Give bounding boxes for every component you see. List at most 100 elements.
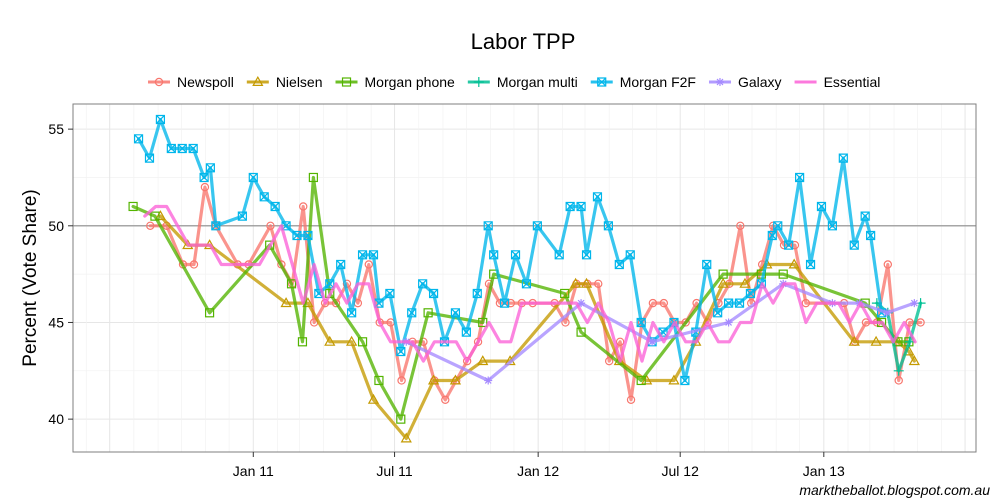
data-point-morgan-f2f bbox=[603, 221, 613, 231]
data-point-nielsen bbox=[569, 277, 582, 288]
data-point-morgan-phone bbox=[204, 308, 215, 318]
data-point-morgan-phone bbox=[576, 327, 586, 337]
data-point-newspoll bbox=[561, 318, 570, 327]
data-point-newspoll bbox=[681, 318, 690, 327]
chart-title: Labor TPP bbox=[471, 29, 576, 54]
data-point-morgan-f2f bbox=[866, 230, 876, 241]
legend-item-newspoll: Newspoll bbox=[148, 74, 234, 90]
data-point-morgan-f2f bbox=[357, 250, 368, 260]
legend-item-morgan-phone: Morgan phone bbox=[335, 74, 455, 90]
data-point-nielsen bbox=[346, 335, 358, 346]
data-point-newspoll bbox=[905, 318, 914, 327]
data-point-nielsen bbox=[280, 297, 292, 308]
data-point-morgan-f2f bbox=[532, 221, 542, 231]
legend-label-morgan-f2f: Morgan F2F bbox=[620, 74, 696, 90]
series-line-morgan-phone bbox=[131, 175, 911, 421]
data-point-morgan-f2f bbox=[483, 221, 493, 231]
data-point-morgan-f2f bbox=[270, 201, 280, 212]
data-point-morgan-f2f bbox=[155, 114, 166, 125]
data-point-morgan-f2f bbox=[581, 250, 592, 260]
plot-border bbox=[72, 103, 977, 453]
data-point-morgan-phone bbox=[150, 211, 160, 221]
x-tick-label: Jul 12 bbox=[662, 463, 700, 479]
data-point-morgan-f2f bbox=[554, 250, 564, 260]
grid bbox=[73, 104, 976, 452]
data-point-morgan-multi bbox=[904, 336, 915, 347]
data-point-morgan-f2f bbox=[177, 143, 187, 154]
data-point-morgan-f2f bbox=[205, 163, 215, 173]
data-point-morgan-f2f bbox=[849, 240, 859, 250]
data-point-galaxy bbox=[910, 299, 919, 308]
data-point-morgan-f2f bbox=[827, 221, 837, 231]
data-point-newspoll bbox=[883, 260, 893, 269]
data-point-morgan-f2f bbox=[499, 298, 510, 308]
data-point-morgan-f2f bbox=[767, 230, 777, 241]
data-point-morgan-f2f bbox=[418, 279, 428, 289]
data-point-morgan-f2f bbox=[259, 192, 269, 202]
data-point-newspoll bbox=[736, 221, 745, 230]
y-tick-label: 40 bbox=[48, 411, 64, 427]
legend-marker-morgan-multi bbox=[473, 77, 484, 87]
series-line-morgan-f2f bbox=[137, 117, 884, 383]
data-point-galaxy bbox=[883, 308, 892, 317]
data-point-newspoll bbox=[659, 298, 669, 308]
legend-label-newspoll: Newspoll bbox=[177, 74, 234, 90]
data-point-newspoll bbox=[615, 337, 625, 346]
x-tick-label: Jan 12 bbox=[517, 463, 559, 479]
data-point-morgan-f2f bbox=[489, 250, 499, 260]
data-point-morgan-phone bbox=[297, 337, 308, 347]
data-point-nielsen bbox=[908, 355, 920, 366]
legend-label-essential: Essential bbox=[824, 74, 881, 90]
legend-item-nielsen: Nielsen bbox=[246, 74, 323, 90]
data-point-newspoll bbox=[331, 298, 341, 308]
data-point-morgan-f2f bbox=[450, 308, 461, 318]
data-point-galaxy bbox=[484, 376, 493, 385]
data-point-galaxy bbox=[648, 337, 657, 346]
data-point-newspoll bbox=[441, 395, 450, 404]
y-tick-label: 55 bbox=[48, 121, 64, 137]
data-point-morgan-f2f bbox=[237, 211, 247, 221]
data-point-morgan-f2f bbox=[680, 375, 690, 386]
data-point-morgan-f2f bbox=[734, 298, 745, 308]
data-point-newspoll bbox=[364, 260, 373, 269]
data-point-nielsen bbox=[668, 374, 680, 385]
data-point-morgan-f2f bbox=[723, 298, 734, 308]
data-point-newspoll bbox=[189, 260, 199, 269]
series-group bbox=[128, 114, 926, 443]
data-point-newspoll bbox=[626, 395, 636, 404]
data-point-nielsen bbox=[427, 374, 440, 385]
data-point-morgan-f2f bbox=[784, 240, 794, 250]
data-point-newspoll bbox=[594, 279, 603, 288]
data-point-morgan-phone bbox=[636, 375, 646, 386]
data-point-morgan-f2f bbox=[860, 211, 870, 221]
data-point-morgan-phone bbox=[560, 288, 570, 299]
data-point-morgan-phone bbox=[778, 269, 788, 279]
data-point-morgan-f2f bbox=[292, 230, 302, 241]
legend-item-morgan-multi: Morgan multi bbox=[467, 74, 578, 90]
data-point-nielsen bbox=[449, 374, 462, 385]
data-point-nielsen bbox=[870, 335, 882, 346]
y-tick-label: 45 bbox=[48, 314, 64, 330]
credit-text: marktheballot.blogspot.com.au bbox=[799, 482, 990, 498]
legend-label-morgan-multi: Morgan multi bbox=[497, 74, 578, 90]
legend-marker-morgan-f2f bbox=[597, 77, 607, 87]
legend: Newspoll Nielsen Morgan phone Morgan multi M… bbox=[148, 74, 880, 90]
data-point-newspoll bbox=[801, 298, 811, 308]
data-point-morgan-f2f bbox=[472, 288, 482, 299]
data-point-morgan-f2f bbox=[396, 346, 406, 357]
x-tick-label: Jul 11 bbox=[376, 463, 413, 479]
data-point-morgan-f2f bbox=[144, 153, 155, 163]
data-point-nielsen bbox=[641, 374, 653, 385]
data-point-morgan-f2f bbox=[795, 172, 805, 183]
data-point-morgan-f2f bbox=[521, 279, 532, 289]
data-point-morgan-f2f bbox=[816, 201, 827, 212]
data-point-nielsen bbox=[580, 277, 593, 288]
data-point-morgan-phone bbox=[357, 337, 368, 347]
series-morgan-phone bbox=[128, 172, 914, 424]
data-point-morgan-phone bbox=[308, 172, 318, 183]
data-point-morgan-f2f bbox=[428, 288, 439, 299]
legend-marker-newspoll bbox=[154, 77, 164, 87]
data-point-morgan-f2f bbox=[773, 221, 783, 231]
data-point-newspoll bbox=[473, 337, 483, 346]
